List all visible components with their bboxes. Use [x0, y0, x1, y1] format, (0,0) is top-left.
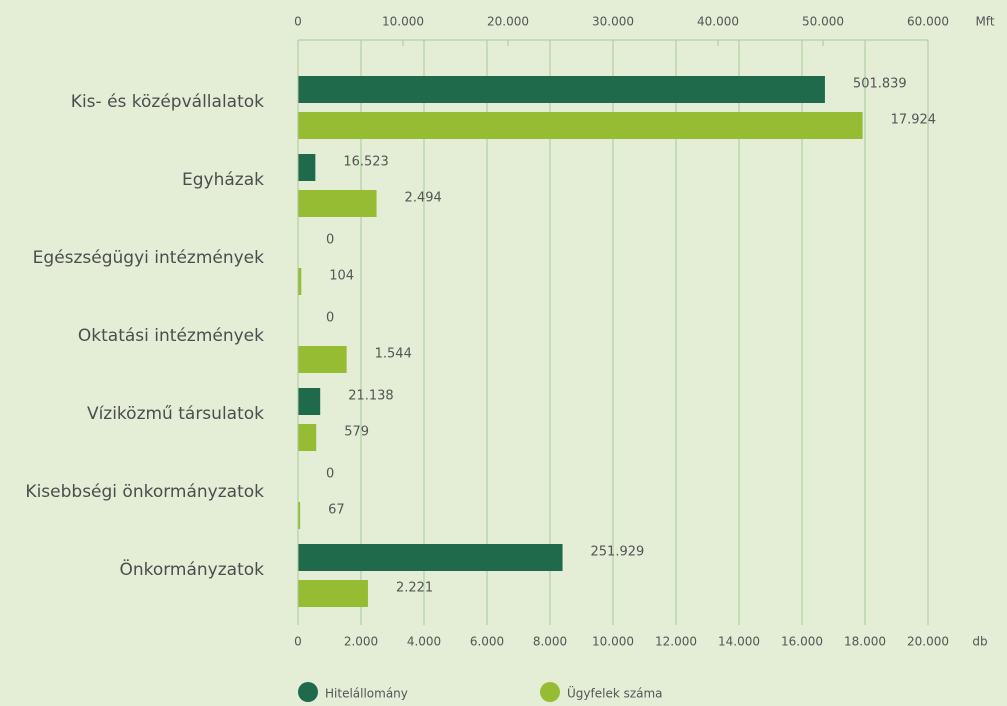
- x2-tick-label: 40.000: [697, 15, 739, 29]
- bar: [298, 502, 301, 529]
- bar: [298, 76, 825, 103]
- value-label: 0: [326, 233, 334, 248]
- legend-label: Hitelállomány: [325, 687, 408, 701]
- x-tick-label: 4.000: [407, 635, 441, 649]
- value-label: 2.494: [405, 191, 442, 206]
- bar: [298, 544, 563, 571]
- x-axis-unit: db: [972, 635, 987, 649]
- x2-tick-label: 20.000: [487, 15, 529, 29]
- x-tick-label: 20.000: [907, 635, 949, 649]
- x-tick-label: 18.000: [844, 635, 886, 649]
- category-label: Kisebbségi önkormányzatok: [25, 482, 264, 502]
- category-label: Önkormányzatok: [119, 558, 264, 580]
- x-tick-label: 2.000: [344, 635, 378, 649]
- x-tick-label: 0: [294, 635, 302, 649]
- value-label: 501.839: [853, 77, 907, 92]
- legend-marker: [298, 682, 318, 702]
- category-label: Oktatási intézmények: [78, 326, 264, 346]
- x-tick-label: 10.000: [592, 635, 634, 649]
- x-tick-label: 6.000: [470, 635, 504, 649]
- legend-marker: [540, 682, 560, 702]
- value-label: 104: [329, 269, 354, 284]
- x2-axis-unit: Mft: [975, 15, 994, 29]
- value-label: 2.221: [396, 581, 433, 596]
- value-label: 21.138: [348, 389, 394, 404]
- x2-tick-label: 60.000: [907, 15, 949, 29]
- bar: [298, 346, 347, 373]
- bar: [298, 190, 377, 217]
- value-label: 0: [326, 311, 334, 326]
- value-label: 17.924: [891, 113, 937, 128]
- legend-label: Ügyfelek száma: [567, 685, 663, 701]
- value-label: 579: [344, 425, 369, 440]
- x2-tick-label: 10.000: [382, 15, 424, 29]
- bar: [298, 268, 302, 295]
- x-tick-label: 16.000: [781, 635, 823, 649]
- value-label: 67: [328, 503, 345, 518]
- category-label: Kis- és középvállalatok: [71, 92, 264, 112]
- category-label: Víziközmű társulatok: [87, 404, 264, 424]
- bar: [298, 112, 863, 139]
- value-label: 16.523: [343, 155, 389, 170]
- bar: [298, 424, 317, 451]
- x-tick-label: 8.000: [533, 635, 567, 649]
- value-label: 0: [326, 467, 334, 482]
- x2-tick-label: 50.000: [802, 15, 844, 29]
- bar: [298, 388, 321, 415]
- x-tick-label: 14.000: [718, 635, 760, 649]
- x2-tick-label: 30.000: [592, 15, 634, 29]
- bar: [298, 154, 316, 181]
- x-tick-label: 12.000: [655, 635, 697, 649]
- bar: [298, 580, 368, 607]
- category-label: Egészségügyi intézmények: [33, 248, 264, 268]
- value-label: 1.544: [375, 347, 412, 362]
- category-label: Egyházak: [182, 170, 264, 190]
- x2-tick-label: 0: [294, 15, 302, 29]
- value-label: 251.929: [591, 545, 645, 560]
